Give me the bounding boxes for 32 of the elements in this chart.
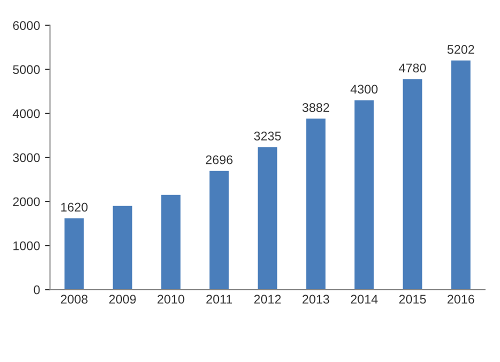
x-tick-label: 2010 [158, 294, 184, 304]
bar [258, 147, 278, 290]
data-label: 3235 [254, 132, 281, 140]
y-tick-label: 3000 [12, 153, 40, 162]
bar [64, 218, 84, 290]
x-tick-label: 2009 [109, 294, 136, 304]
bar [112, 206, 132, 290]
data-label: 4780 [398, 64, 426, 72]
y-tick-label: 0 [34, 285, 40, 294]
y-tick-label: 6000 [13, 21, 40, 30]
bar [210, 170, 229, 290]
x-tick-label: 2015 [399, 294, 426, 304]
data-label: 2696 [206, 155, 233, 164]
data-label: 5202 [447, 45, 474, 54]
x-tick-label: 2012 [254, 294, 281, 304]
data-label: 4300 [350, 84, 378, 94]
x-tick-label: 2013 [302, 294, 330, 304]
bar [402, 79, 422, 290]
y-tick-label: 2000 [13, 197, 40, 206]
data-label: 3882 [302, 103, 330, 112]
x-tick-label: 2016 [448, 294, 474, 304]
y-tick-label: 5000 [12, 65, 40, 74]
y-tick-label: 1000 [13, 241, 40, 250]
bar [354, 100, 374, 290]
bar [306, 118, 326, 290]
data-label: 1620 [61, 202, 88, 212]
bar [451, 60, 470, 290]
x-tick-label: 2011 [206, 294, 232, 304]
bar [161, 194, 180, 290]
y-tick-label: 4000 [12, 109, 40, 118]
x-tick-label: 2014 [350, 294, 378, 304]
x-tick-label: 2008 [60, 294, 88, 304]
